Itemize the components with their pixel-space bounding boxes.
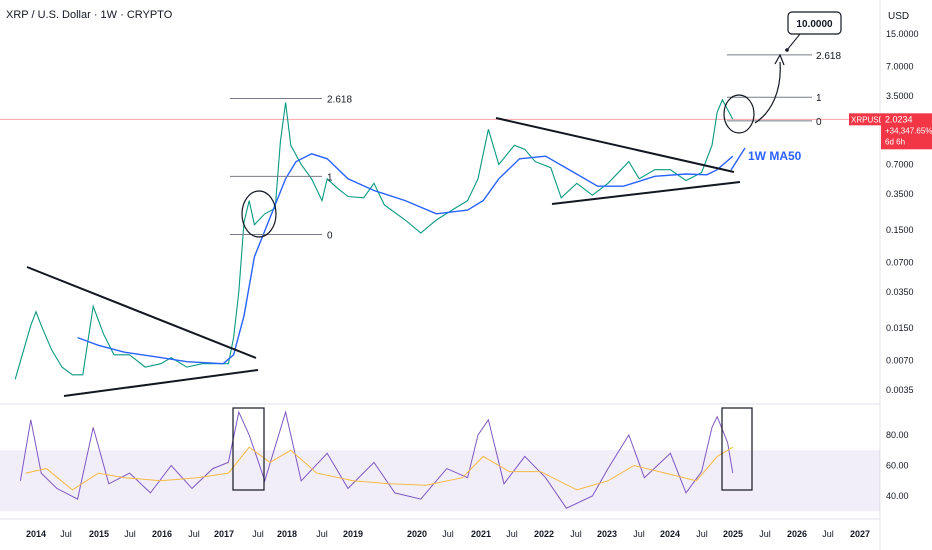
fib-level-label: 0 [327,231,333,242]
target-label: 10.0000 [796,19,833,30]
time-tick-label: 2019 [343,529,363,539]
rsi-tick-label: 40.00 [886,491,909,501]
symbol-badge [849,113,881,126]
fib-level-label: 1 [327,172,333,183]
arrow-head [774,53,785,66]
price-tick-label: 0.0150 [886,323,914,333]
price-tick-label: 7.0000 [886,61,914,71]
countdown-label: 6d 6h [885,137,905,146]
ma50-arrow [730,147,746,171]
triangle-top-line [495,117,735,173]
time-tick-label: 2024 [660,529,680,539]
time-tick-label: Jul [60,529,72,539]
rsi-highlight-box [721,407,753,491]
fib-level-label: 2.618 [327,95,352,106]
time-tick-label: Jul [442,529,454,539]
time-tick-label: 2026 [787,529,807,539]
fib-level-label: 1 [816,93,822,104]
projection-arrow [754,61,781,124]
price-tick-label: 0.1500 [886,225,914,235]
ma50-label: 1W MA50 [748,149,802,163]
rsi-tick-label: 80.00 [886,430,909,440]
time-tick-label: Jul [822,529,834,539]
rsi-line [19,410,734,509]
time-tick-label: Jul [696,529,708,539]
time-tick-label: 2023 [597,529,617,539]
time-tick-label: Jul [759,529,771,539]
price-tick-label: 0.3500 [886,189,914,199]
fib-level-label: 2.618 [816,51,841,62]
rsi-band [0,450,880,512]
price-tick-label: 0.7000 [886,159,914,169]
time-tick-label: Jul [124,529,136,539]
price-change-label: +34,347.65% [885,126,932,135]
rsi-highlight-box [232,407,265,491]
symbol-label: XRPUSD [851,115,885,124]
price-badge [881,113,932,150]
triangle-bottom-line [551,181,741,205]
target-callout [787,11,842,35]
time-tick-label: 2020 [407,529,427,539]
price-tick-label: 0.0700 [886,257,914,267]
target-point [785,48,789,52]
time-tick-label: 2025 [723,529,743,539]
time-tick-label: Jul [252,529,264,539]
chart-header: XRP / U.S. Dollar · 1W · CRYPTO [6,9,173,21]
price-tick-label: 0.0070 [886,355,914,365]
time-tick-label: Jul [188,529,200,539]
triangle-top-line [26,266,257,359]
price-tick-label: 3.5000 [886,91,914,101]
price-tick-label: 15.0000 [886,29,919,39]
target-leader-line [786,33,801,51]
time-tick-label: Jul [506,529,518,539]
time-tick-label: 2016 [152,529,172,539]
time-tick-label: 2018 [277,529,297,539]
rsi-ma-line [25,446,734,491]
time-tick-label: Jul [316,529,328,539]
current-price-label: 2.0234 [885,114,913,124]
price-tick-label: 0.0350 [886,287,914,297]
fib-level-label: 0 [816,117,822,128]
price-series-line [14,98,734,380]
time-tick-label: 2017 [214,529,234,539]
rsi-tick-label: 60.00 [886,461,909,471]
time-tick-label: 2015 [89,529,109,539]
currency-label[interactable]: USD [888,11,910,22]
time-tick-label: Jul [570,529,582,539]
triangle-bottom-line [63,369,259,397]
price-tick-label: 0.0035 [886,385,914,395]
time-tick-label: Jul [633,529,645,539]
time-tick-label: 2021 [471,529,491,539]
time-tick-label: 2027 [850,529,870,539]
ma50-series-line [77,153,734,365]
time-tick-label: 2014 [26,529,46,539]
time-tick-label: 2022 [534,529,554,539]
highlight-circle [241,190,277,238]
highlight-circle [723,94,755,134]
